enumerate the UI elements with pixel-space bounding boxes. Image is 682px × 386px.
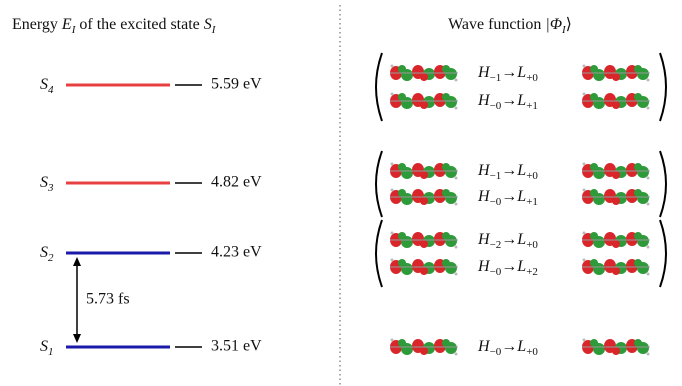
orbital-image: [582, 163, 650, 180]
transition-label: H−0→L+1: [477, 92, 538, 112]
text-part: −1: [490, 170, 502, 182]
state-label: S2: [40, 244, 54, 264]
text-part: −0: [490, 100, 502, 112]
orbital-image: [390, 189, 458, 206]
orbital-image: [390, 339, 458, 356]
energy-label: 5.59 eV: [211, 76, 262, 93]
text-part: +1: [526, 100, 538, 112]
text-part: →: [501, 92, 517, 109]
text-part: →: [501, 258, 517, 275]
text-part: L: [516, 64, 526, 81]
state-label: S4: [40, 76, 54, 96]
right-title: Wave function |ΦI⟩: [448, 16, 572, 36]
orbital-image: [582, 189, 650, 206]
text-part: →: [501, 64, 517, 81]
text-part: Energy: [12, 16, 62, 33]
text-part: ⟩: [566, 16, 572, 33]
orbital-image: [390, 259, 458, 276]
text-part: S: [40, 338, 48, 355]
paren-right: [660, 220, 666, 287]
text-part: L: [516, 92, 526, 109]
text-part: I: [211, 24, 217, 36]
text-part: |Φ: [545, 16, 562, 33]
energy-label: 4.23 eV: [211, 244, 262, 261]
transition-label: H−1→L+0: [477, 162, 538, 182]
text-part: −0: [490, 266, 502, 278]
text-part: 3: [47, 182, 54, 194]
text-part: S: [204, 16, 212, 33]
text-part: L: [516, 338, 526, 355]
text-part: S: [40, 174, 48, 191]
text-part: of the excited state: [75, 16, 203, 33]
text-part: S: [40, 76, 48, 93]
text-part: +2: [526, 266, 538, 278]
paren-left: [376, 151, 382, 217]
orbital-image: [582, 339, 650, 356]
state-label: S1: [40, 338, 54, 358]
orbital-image: [582, 93, 650, 110]
diagram: Energy EI of the excited state SIWave fu…: [0, 0, 682, 386]
text-part: →: [501, 338, 517, 355]
text-part: −0: [490, 196, 502, 208]
text-part: L: [516, 188, 526, 205]
orbital-image: [582, 259, 650, 276]
paren-right: [660, 53, 666, 121]
transition-label: H−1→L+0: [477, 64, 538, 84]
text-part: →: [501, 231, 517, 248]
text-part: +0: [526, 346, 538, 358]
paren-left: [376, 220, 382, 287]
text-part: +1: [526, 196, 538, 208]
text-part: −1: [490, 72, 502, 84]
state-label: S3: [40, 174, 54, 194]
text-part: →: [501, 188, 517, 205]
orbital-image: [582, 232, 650, 249]
text-part: L: [516, 231, 526, 248]
transition-label: H−0→L+2: [477, 258, 538, 278]
paren-right: [660, 151, 666, 217]
transition-label: H−0→L+0: [477, 338, 538, 358]
text-part: L: [516, 162, 526, 179]
text-part: L: [516, 258, 526, 275]
orbital-image: [390, 93, 458, 110]
orbital-image: [582, 65, 650, 82]
left-title: Energy EI of the excited state SI: [12, 16, 217, 36]
text-part: +0: [526, 170, 538, 182]
energy-label: 4.82 eV: [211, 174, 262, 191]
text-part: 1: [48, 346, 54, 358]
paren-left: [376, 53, 382, 121]
text-part: E: [61, 16, 72, 33]
text-part: +0: [526, 239, 538, 251]
text-part: →: [501, 162, 517, 179]
transition-label: H−2→L+0: [477, 231, 538, 251]
text-part: 2: [48, 252, 54, 264]
orbital-image: [390, 65, 458, 82]
orbital-image: [390, 232, 458, 249]
text-part: −2: [490, 239, 502, 251]
text-part: −0: [490, 346, 502, 358]
text-part: +0: [526, 72, 538, 84]
period-label: 5.73 fs: [86, 291, 130, 308]
text-part: Wave function: [448, 16, 545, 33]
text-part: S: [40, 244, 48, 261]
transition-label: H−0→L+1: [477, 188, 538, 208]
orbital-image: [390, 163, 458, 180]
text-part: 4: [48, 84, 54, 96]
energy-label: 3.51 eV: [211, 338, 262, 355]
